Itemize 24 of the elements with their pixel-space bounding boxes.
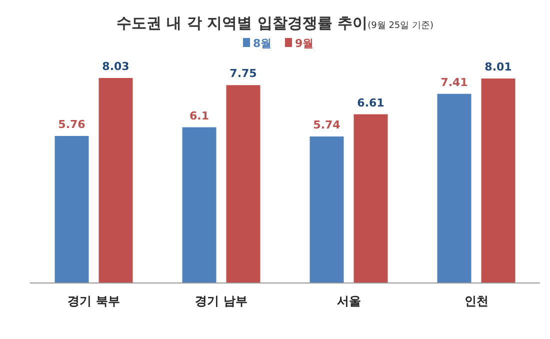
bar <box>182 127 216 283</box>
legend-label: 8월 <box>253 37 272 50</box>
bar <box>226 85 260 283</box>
data-label: 5.76 <box>58 118 86 131</box>
bar <box>437 94 472 283</box>
bar <box>310 136 344 283</box>
chart-subtitle: (9월 25일 기준) <box>368 21 434 31</box>
bar <box>481 78 516 283</box>
data-label: 5.74 <box>313 118 341 132</box>
data-label: 7.75 <box>230 67 257 80</box>
data-label: 6.1 <box>190 109 209 122</box>
x-tick-label: 서울 <box>336 294 361 308</box>
bar <box>98 78 133 283</box>
data-label: 8.03 <box>102 60 130 73</box>
chart-title: 수도권 내 각 지역별 입찰경쟁률 추이 <box>116 14 368 32</box>
legend-label: 9월 <box>295 37 314 50</box>
x-tick-label: 경기 북부 <box>68 294 120 308</box>
x-tick-label: 인천 <box>464 294 488 308</box>
bar <box>54 136 89 283</box>
data-label: 6.61 <box>357 96 384 110</box>
data-label: 8.01 <box>484 60 512 74</box>
data-label: 7.41 <box>440 76 468 89</box>
bar <box>354 114 388 283</box>
x-tick-label: 경기 남부 <box>195 294 248 308</box>
